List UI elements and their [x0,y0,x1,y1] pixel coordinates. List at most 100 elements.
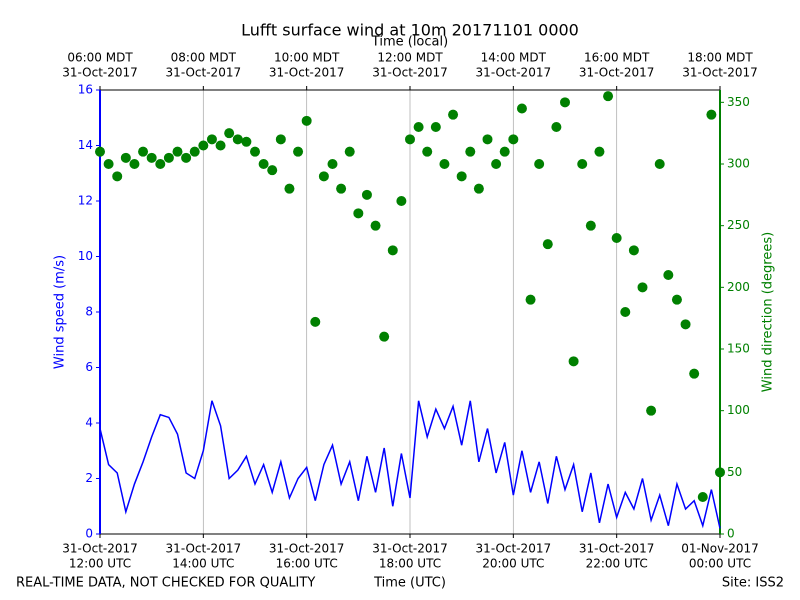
wind-direction-point [103,159,114,169]
x-tick-label: 14:00 UTC [172,557,234,571]
wind-direction-point [413,122,424,132]
wind-direction-point [430,122,441,132]
y2-tick-label: 350 [727,95,750,109]
wind-direction-point [482,134,493,145]
x2-tick-label: 14:00 MDT [481,51,547,65]
x-tick-label: 20:00 UTC [482,557,544,571]
wind-direction-point [663,270,674,280]
wind-direction-point [318,171,329,182]
wind-direction-point [568,356,579,367]
x-tick-label: 31-Oct-2017 [372,542,448,556]
x2-tick-label: 31-Oct-2017 [372,66,448,80]
x2-tick-label: 16:00 MDT [584,51,650,65]
x-tick-label: 31-Oct-2017 [476,542,552,556]
wind-direction-point [620,307,631,317]
y-tick-label: 2 [85,471,93,485]
wind-direction-point [456,171,467,182]
wind-direction-point [689,368,700,379]
wind-direction-point [611,233,622,243]
x2-tick-label: 31-Oct-2017 [269,66,345,80]
wind-direction-point [146,152,157,163]
wind-direction-point [370,220,381,231]
wind-direction-point [189,146,200,157]
footer-right: Site: ISS2 [722,576,784,591]
wind-direction-point [163,152,174,163]
chart-title: Lufft surface wind at 10m 20171101 0000 [241,21,579,40]
wind-direction-point [499,146,510,157]
wind-direction-point [465,146,476,157]
wind-direction-point [628,245,639,256]
x-tick-label: 16:00 UTC [276,557,338,571]
y2-tick-label: 150 [727,342,750,356]
x2-tick-label: 31-Oct-2017 [476,66,552,80]
wind-direction-point [258,159,269,169]
wind-direction-point [560,97,570,108]
x-tick-label: 31-Oct-2017 [62,542,138,556]
y2-axis-label: Wind direction (degrees) [761,232,776,392]
wind-direction-point [516,103,527,114]
wind-direction-point [577,159,588,169]
x-tick-label: 31-Oct-2017 [269,542,345,556]
wind-direction-point [387,245,398,256]
x2-axis-label: Time (local) [371,35,448,50]
y-tick-label: 6 [85,360,93,374]
wind-direction-point [646,405,657,416]
y-tick-label: 8 [85,305,93,319]
wind-direction-point [405,134,415,145]
y-tick-label: 10 [78,249,93,263]
wind-direction-point [250,146,260,157]
wind-direction-point [138,146,149,157]
x2-tick-label: 31-Oct-2017 [166,66,242,80]
x-tick-label: 12:00 UTC [69,557,131,571]
wind-direction-point [232,134,243,145]
wind-direction-point [379,331,390,342]
wind-direction-point [439,159,450,169]
wind-direction-point [215,140,226,151]
wind-direction-point [241,136,252,147]
x-tick-label: 00:00 UTC [689,557,751,571]
wind-direction-point [284,183,295,194]
wind-direction-point [112,171,123,182]
wind-direction-point [680,319,691,330]
x2-tick-label: 10:00 MDT [274,51,340,65]
x2-tick-label: 31-Oct-2017 [682,66,758,80]
y-tick-label: 16 [78,83,93,97]
x-tick-label: 31-Oct-2017 [166,542,242,556]
x-tick-label: 22:00 UTC [586,557,648,571]
wind-direction-point [206,134,217,145]
wind-direction-point [473,183,484,194]
wind-direction-point [654,159,665,169]
wind-direction-point [310,316,321,327]
wind-direction-point [172,146,183,157]
wind-direction-point [396,196,407,206]
wind-direction-point [697,492,708,502]
footer-left: REAL-TIME DATA, NOT CHECKED FOR QUALITY [16,576,315,591]
wind-direction-point [353,208,364,219]
wind-direction-point [706,109,717,120]
y-tick-label: 4 [85,416,93,430]
x2-tick-label: 18:00 MDT [687,51,753,65]
y-tick-label: 12 [78,194,93,208]
wind-direction-point [181,152,192,163]
x-tick-label: 31-Oct-2017 [579,542,655,556]
wind-direction-point [594,146,605,157]
wind-direction-point [344,146,355,157]
wind-direction-point [129,159,140,169]
wind-direction-point [327,159,338,169]
x2-tick-label: 06:00 MDT [67,51,133,65]
wind-direction-point [637,282,648,293]
wind-direction-point [267,165,278,176]
y-tick-label: 14 [78,138,93,152]
wind-direction-point [603,91,614,102]
wind-direction-point [275,134,286,145]
wind-direction-point [508,134,519,145]
wind-direction-point [542,239,553,250]
y2-tick-label: 300 [727,157,750,171]
wind-direction-point [293,146,304,157]
x-axis-label: Time (UTC) [373,576,446,591]
x2-tick-label: 12:00 MDT [377,51,443,65]
wind-direction-point [120,152,131,163]
wind-direction-point [715,467,725,478]
x-tick-label: 18:00 UTC [379,557,441,571]
wind-direction-point [198,140,209,151]
